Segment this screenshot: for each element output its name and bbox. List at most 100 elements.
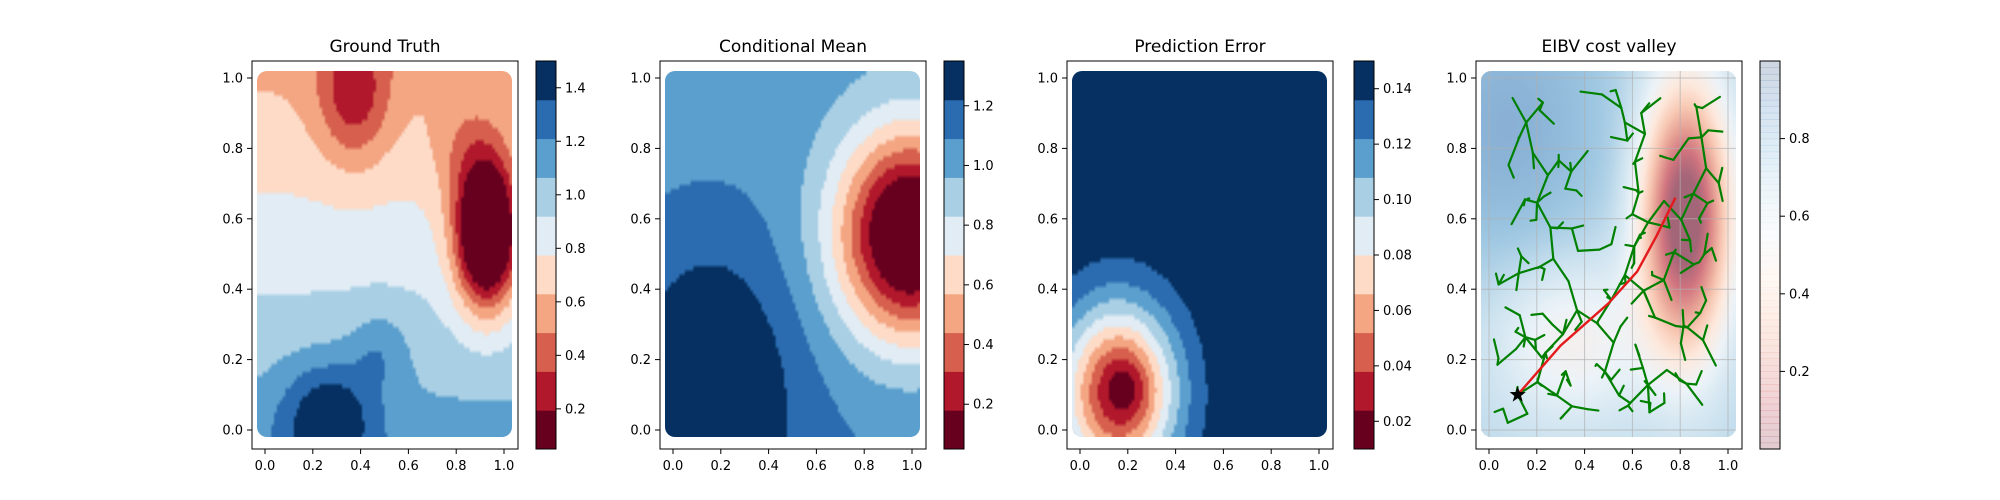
colorbar-segment xyxy=(1760,306,1780,314)
tree-edge xyxy=(1501,407,1509,424)
tree-edge xyxy=(1657,223,1671,229)
colorbar-segment xyxy=(536,99,556,140)
y-tick-label: 0.0 xyxy=(1037,424,1058,439)
colorbar-segment xyxy=(1760,280,1780,288)
tree-edge xyxy=(1541,268,1546,282)
tree-edge xyxy=(1672,137,1690,161)
tree-edge xyxy=(1497,273,1505,286)
tree-edge xyxy=(1507,163,1515,179)
tree-edge xyxy=(1679,342,1687,362)
tree-edge xyxy=(1525,121,1534,154)
tree-edge xyxy=(1524,336,1543,359)
tree-edge xyxy=(1630,261,1636,269)
tree-edge xyxy=(1623,273,1645,292)
tree-edge xyxy=(1542,191,1552,198)
colorbar-segment xyxy=(1760,67,1780,75)
tree-edge xyxy=(1603,341,1615,373)
y-tick-label: 0.6 xyxy=(222,212,243,227)
colorbar-segment xyxy=(1760,267,1780,275)
colorbar-segment xyxy=(1354,371,1374,411)
tree-edge xyxy=(1707,129,1724,133)
tree-edge xyxy=(1496,357,1500,366)
colorbar-segment xyxy=(1760,177,1780,185)
colorbar-segment xyxy=(1760,261,1780,269)
tree-edge xyxy=(1641,366,1649,387)
colorbar-tick-label: 0.6 xyxy=(973,278,994,293)
tree-edge xyxy=(1630,289,1645,305)
colorbar-segment xyxy=(1760,384,1780,392)
tree-edge xyxy=(1567,280,1579,312)
tree-edge xyxy=(1674,372,1681,382)
colorbar: 0.02 0.04 0.06 0.08 0.10 0.12 0.14 xyxy=(1353,60,1412,450)
x-tick-label: 0.4 xyxy=(1165,459,1186,474)
axes-frame xyxy=(659,60,927,450)
tree-edge xyxy=(1618,404,1630,412)
tree-edge xyxy=(1506,412,1529,424)
x-tick-label: 0.2 xyxy=(1526,459,1547,474)
colorbar-segment xyxy=(536,332,556,372)
tree-edge xyxy=(1586,408,1600,412)
x-tick-label: 0.8 xyxy=(854,459,875,474)
colorbar-segment xyxy=(1354,177,1374,217)
y-tick-label: 1.0 xyxy=(1446,72,1467,87)
tree-edge xyxy=(1629,383,1649,405)
axes-frame xyxy=(1066,60,1334,450)
tree-edge xyxy=(1570,224,1585,230)
y-tick-label: 0.2 xyxy=(1037,353,1058,368)
tree-edge xyxy=(1569,161,1573,173)
x-tick-label: 1.0 xyxy=(902,459,923,474)
tree-edge xyxy=(1492,338,1500,360)
tree-edge xyxy=(1530,312,1544,316)
colorbar: 0.2 0.4 0.6 0.8 1.0 1.2 1.4 xyxy=(535,60,586,450)
y-tick-label: 0.8 xyxy=(1446,142,1467,157)
colorbar-tick-label: 0.8 xyxy=(565,242,586,257)
y-tick-label: 0.4 xyxy=(1446,283,1467,298)
tree-edge xyxy=(1672,248,1677,254)
tree-edge xyxy=(1699,299,1708,315)
tree-edge xyxy=(1701,95,1722,110)
tree-edge xyxy=(1638,231,1646,236)
tree-edge xyxy=(1536,265,1541,270)
tree-edge xyxy=(1679,263,1695,275)
tree-edge xyxy=(1497,272,1520,286)
tree-edge xyxy=(1504,306,1521,317)
tree-edge xyxy=(1623,245,1636,277)
tree-edge xyxy=(1627,404,1634,413)
tree-edge xyxy=(1680,192,1695,222)
tree-edge xyxy=(1618,281,1627,286)
x-tick-label: 0.2 xyxy=(302,459,323,474)
colorbar-segment xyxy=(536,255,556,295)
tree-edge xyxy=(1685,382,1704,406)
colorbar-tick-label: 0.6 xyxy=(1789,210,1810,225)
colorbar-segment xyxy=(1760,255,1780,263)
grid-lines xyxy=(1481,71,1736,437)
tree-edge xyxy=(1647,314,1657,319)
heatmap-image xyxy=(665,71,920,437)
tree-edge xyxy=(1531,151,1549,177)
tree-edge xyxy=(1665,156,1675,161)
colorbar-segment xyxy=(1760,442,1780,450)
tree-edge xyxy=(1639,399,1652,405)
y-tick-label: 0.6 xyxy=(630,212,651,227)
tree-edge xyxy=(1692,192,1696,196)
colorbar-segment xyxy=(1354,61,1374,101)
x-tick-label: 0.6 xyxy=(806,459,827,474)
tree-edge xyxy=(1642,278,1665,292)
tree-edge xyxy=(1622,185,1638,192)
colorbar-tick-label: 0.8 xyxy=(1789,132,1810,147)
x-tick-label: 0.4 xyxy=(1574,459,1595,474)
colorbar-segment xyxy=(536,177,556,217)
tree-edge xyxy=(1529,218,1538,222)
x-tick-label: 0.6 xyxy=(398,459,419,474)
colorbar-segment xyxy=(1760,80,1780,88)
tree-edge xyxy=(1640,111,1647,135)
colorbar-segment xyxy=(1760,61,1780,69)
tree-edge xyxy=(1518,121,1528,139)
panel-title: EIBV cost valley xyxy=(1541,37,1676,57)
colorbar-segment xyxy=(1760,209,1780,217)
tree-edge xyxy=(1555,394,1574,408)
colorbar-segment xyxy=(1760,145,1780,153)
colorbar-segment xyxy=(1760,99,1780,107)
colorbar-segment xyxy=(1760,248,1780,256)
